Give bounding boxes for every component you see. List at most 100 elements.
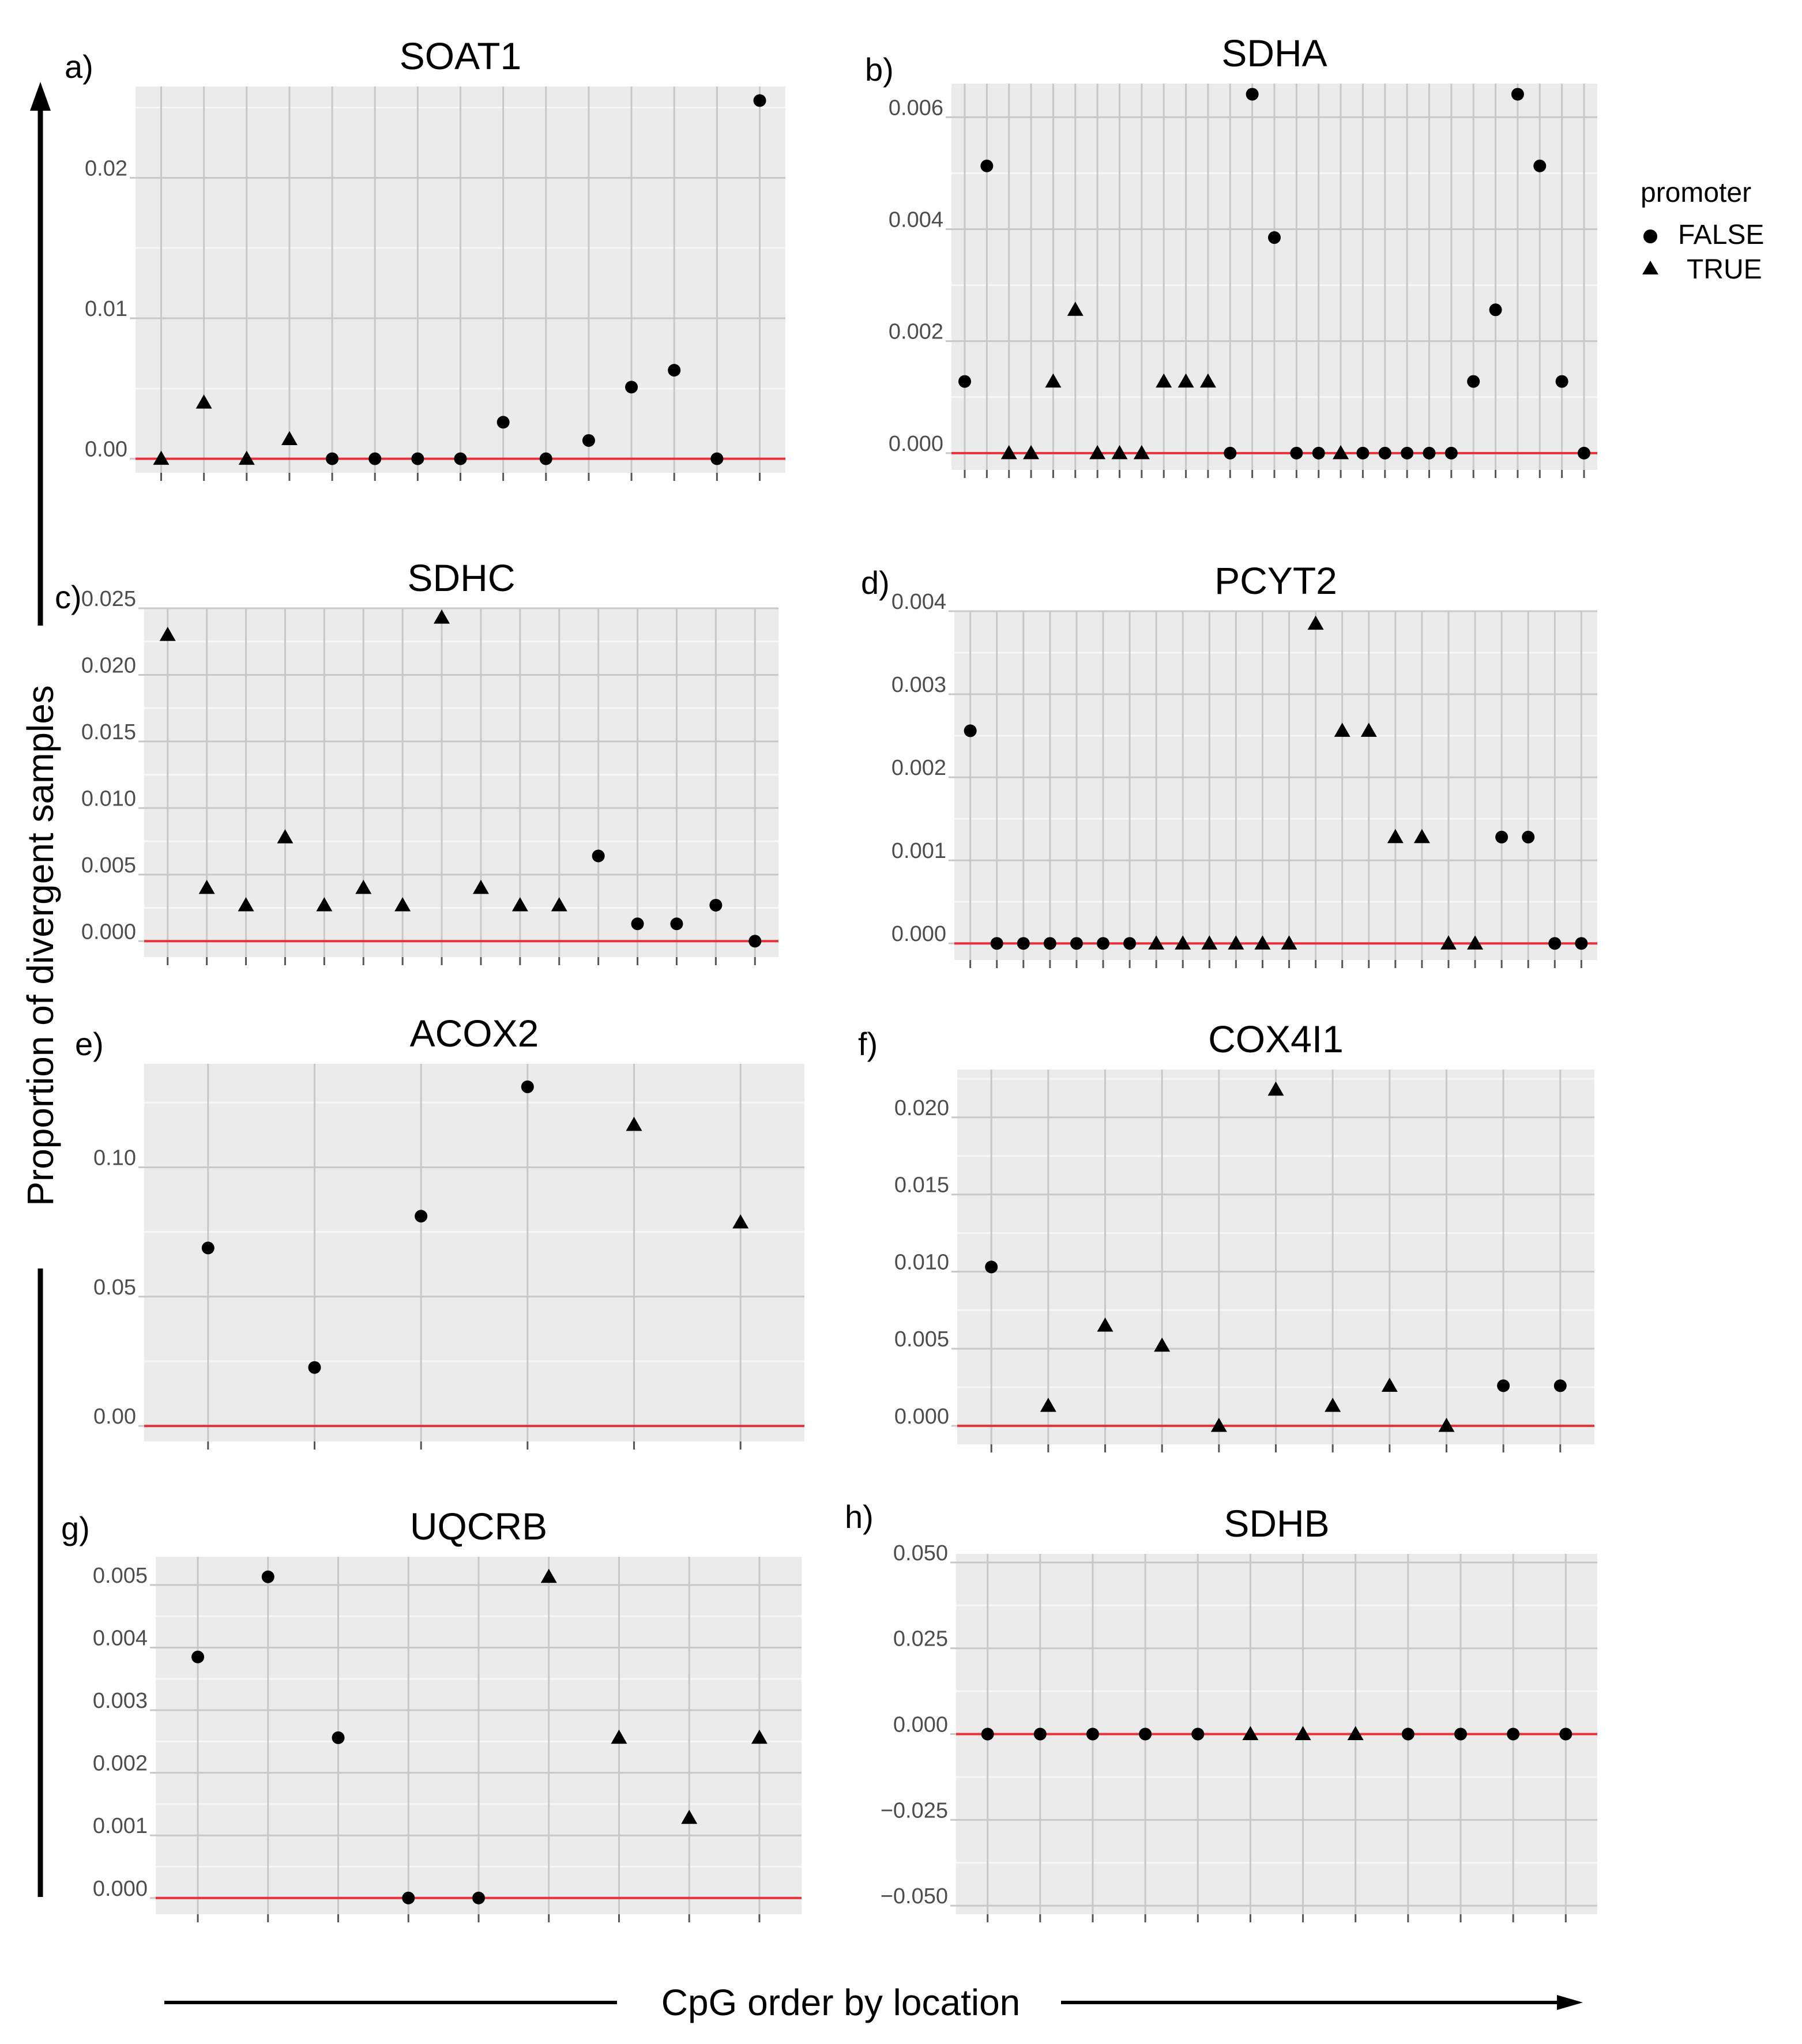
- chart-3-point-promoter-true: [511, 897, 528, 912]
- chart-3-point-promoter-false: [592, 849, 605, 863]
- chart-4-point-promoter-true: [1413, 829, 1430, 844]
- chart-3-ytick-label: 0.025: [81, 587, 136, 611]
- chart-7-ytick-label: 0.000: [93, 1877, 148, 1901]
- chart-2-point-promoter-true: [1177, 373, 1194, 388]
- chart-1-point-promoter-true: [281, 431, 298, 446]
- chart-6-point-promoter-true: [1097, 1318, 1113, 1332]
- legend-label-false: FALSE: [1678, 220, 1764, 250]
- chart-2-point-promoter-false: [1246, 88, 1259, 101]
- chart-6-point-promoter-true: [1267, 1081, 1284, 1096]
- chart-2-point-promoter-false: [1533, 159, 1547, 172]
- chart-7-point-promoter-false: [472, 1891, 485, 1904]
- y-axis-label-group: Proportion of divergent samples: [20, 82, 61, 1897]
- x-axis-arrowhead-icon: [1557, 1995, 1583, 2010]
- chart-8: −0.050 −0.025 0.000 0.025 0.050 SDHB h): [845, 1499, 1597, 1922]
- chart-4-point-promoter-false: [1097, 937, 1110, 950]
- chart-4-point-promoter-false: [1575, 937, 1588, 950]
- chart-5-point-promoter-false: [201, 1241, 215, 1255]
- chart-7-point-promoter-true: [681, 1809, 698, 1824]
- chart-2-ytick-label: 0.000: [889, 432, 943, 456]
- chart-2-point-promoter-false: [1489, 303, 1502, 317]
- chart-6-ytick-label: 0.005: [894, 1327, 949, 1352]
- chart-2-point-promoter-false: [1444, 446, 1458, 460]
- chart-6-point-promoter-false: [985, 1260, 998, 1274]
- chart-3-point-promoter-true: [238, 897, 254, 912]
- chart-8-title: SDHB: [1224, 1502, 1329, 1545]
- chart-7-point-promoter-true: [540, 1568, 557, 1583]
- chart-3-point-promoter-false: [709, 898, 723, 912]
- chart-5-ytick-label: 0.05: [93, 1275, 136, 1300]
- chart-7-ytick-label: 0.003: [93, 1689, 148, 1713]
- chart-8-panel-label: h): [845, 1499, 874, 1535]
- chart-1-point-promoter-true: [153, 450, 170, 465]
- chart-8-ytick-label: −0.050: [881, 1884, 948, 1909]
- legend-circle-icon: [1643, 229, 1657, 243]
- chart-2-point-promoter-true: [1333, 445, 1349, 460]
- chart-4-point-promoter-true: [1201, 935, 1218, 950]
- chart-4-point-promoter-true: [1387, 829, 1404, 844]
- chart-8-ytick-label: 0.000: [893, 1713, 948, 1737]
- chart-2-title: SDHA: [1221, 32, 1327, 74]
- chart-5-ytick-label: 0.00: [93, 1405, 136, 1429]
- chart-1-point-promoter-false: [582, 434, 595, 447]
- chart-4-ytick-label: 0.004: [891, 590, 946, 614]
- chart-6-point-promoter-true: [1040, 1398, 1056, 1412]
- chart-2-point-promoter-false: [1378, 446, 1391, 460]
- chart-3: 0.000 0.005 0.010 0.015 0.020 0.025 SDHC c): [55, 556, 778, 965]
- chart-4-point-promoter-false: [1548, 937, 1562, 950]
- y-axis-arrowhead-icon: [30, 82, 51, 111]
- chart-1-point-promoter-false: [411, 452, 424, 465]
- chart-8-point-promoter-false: [1086, 1727, 1099, 1741]
- y-axis-label: Proportion of divergent samples: [20, 685, 61, 1206]
- legend-title: promoter: [1641, 178, 1751, 208]
- chart-2-point-promoter-false: [1511, 88, 1524, 101]
- chart-3-title: SDHC: [407, 556, 515, 599]
- chart-3-point-promoter-false: [670, 917, 683, 931]
- chart-7-point-promoter-true: [611, 1729, 627, 1744]
- chart-3-point-promoter-true: [434, 609, 450, 624]
- chart-3-point-promoter-true: [551, 897, 567, 912]
- chart-1-point-promoter-false: [753, 94, 766, 107]
- chart-4-point-promoter-false: [1043, 937, 1056, 950]
- chart-2-point-promoter-false: [980, 159, 994, 172]
- x-axis-label: CpG order by location: [661, 1982, 1021, 2023]
- chart-1-point-promoter-false: [710, 452, 724, 465]
- chart-4-point-promoter-true: [1228, 935, 1244, 950]
- chart-2: 0.000 0.002 0.004 0.006 SDHA b): [865, 32, 1597, 478]
- chart-2-point-promoter-true: [1045, 373, 1062, 388]
- chart-6-point-promoter-false: [1553, 1379, 1567, 1392]
- chart-4-point-promoter-false: [1123, 937, 1137, 950]
- chart-4-point-promoter-false: [1070, 937, 1083, 950]
- chart-8-point-promoter-false: [1454, 1727, 1468, 1741]
- chart-5: 0.00 0.05 0.10 ACOX2 e): [75, 1012, 804, 1450]
- chart-6: 0.000 0.005 0.010 0.015 0.020 COX4I1 f): [858, 1018, 1594, 1452]
- chart-6-point-promoter-true: [1325, 1398, 1341, 1412]
- chart-5-panel-label: e): [75, 1026, 104, 1062]
- chart-3-point-promoter-true: [159, 627, 176, 641]
- chart-8-point-promoter-true: [1242, 1726, 1259, 1740]
- chart-1: 0.00 0.01 0.02 SOAT1 a): [65, 35, 785, 481]
- chart-2-point-promoter-false: [1224, 446, 1237, 460]
- chart-2-point-promoter-false: [1555, 375, 1568, 388]
- chart-1-point-promoter-true: [238, 450, 255, 465]
- chart-3-ytick-label: 0.015: [81, 720, 136, 744]
- chart-2-point-promoter-true: [1199, 373, 1216, 388]
- chart-6-point-promoter-true: [1154, 1337, 1171, 1352]
- chart-4-ytick-label: 0.003: [891, 673, 946, 697]
- chart-2-point-promoter-false: [1423, 446, 1436, 460]
- chart-4-ytick-label: 0.000: [891, 922, 946, 946]
- chart-2-point-promoter-false: [1312, 446, 1325, 460]
- chart-7-point-promoter-false: [261, 1570, 274, 1583]
- chart-5-title: ACOX2: [410, 1012, 539, 1055]
- chart-4-point-promoter-true: [1175, 935, 1191, 950]
- legend-label-true: TRUE: [1687, 254, 1762, 285]
- chart-4: 0.000 0.001 0.002 0.003 0.004 PCYT2 d): [861, 559, 1597, 968]
- chart-3-point-promoter-true: [198, 879, 215, 894]
- chart-1-point-promoter-false: [326, 452, 339, 465]
- chart-7-point-promoter-true: [751, 1729, 768, 1744]
- chart-2-point-promoter-true: [1156, 373, 1172, 388]
- chart-6-point-promoter-true: [1438, 1417, 1455, 1432]
- chart-3-ytick-label: 0.020: [81, 653, 136, 677]
- chart-4-point-promoter-false: [1522, 830, 1535, 844]
- chart-6-ytick-label: 0.000: [894, 1405, 949, 1429]
